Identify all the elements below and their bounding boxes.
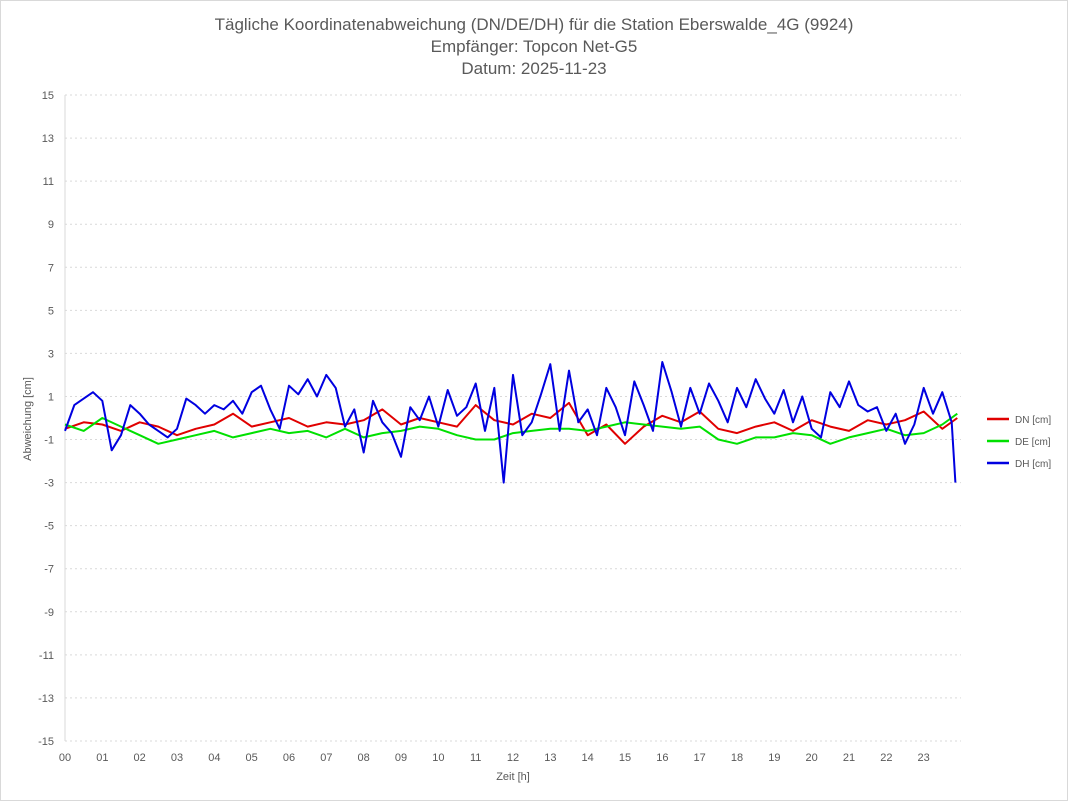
x-tick-label: 01 [96,752,108,764]
y-axis-ticks: 15 13 11 9 7 5 3 1 -1 -3 -5 -7 -9 -11 -13 -15 [38,90,54,748]
y-tick-label: -1 [44,435,54,447]
series-line-de [64,412,958,445]
legend-label-de: DE [cm] [1015,437,1051,448]
y-tick-label: -5 [44,521,54,533]
chart-subtitle-receiver: Empfänger: Topcon Net-G5 [431,37,638,56]
y-tick-label: -11 [39,650,54,662]
x-tick-label: 18 [731,752,743,764]
x-tick-label: 09 [395,752,407,764]
y-tick-label: 15 [42,90,54,102]
y-tick-label: -7 [44,564,54,576]
y-tick-label: -9 [44,607,54,619]
x-axis-ticks: 00 01 02 03 04 05 06 07 08 09 10 11 12 13 14 15 16 17 18 19… [59,752,930,764]
y-tick-label: 9 [48,219,54,231]
legend-label-dh: DH [cm] [1015,459,1051,470]
y-tick-label: 5 [48,305,54,317]
legend-label-dn: DN [cm] [1015,415,1051,426]
y-tick-label: 3 [48,348,54,360]
x-tick-label: 11 [470,752,481,764]
x-tick-label: 13 [544,752,556,764]
x-tick-label: 03 [171,752,183,764]
legend: DN [cm] DE [cm] DH [cm] [987,415,1051,470]
x-tick-label: 23 [918,752,930,764]
y-tick-label: -13 [38,693,54,705]
series-lines [64,361,958,484]
x-tick-label: 12 [507,752,519,764]
chart-subtitle-date: Datum: 2025-11-23 [461,59,606,78]
x-tick-label: 06 [283,752,295,764]
x-tick-label: 17 [694,752,706,764]
x-tick-label: 22 [880,752,892,764]
x-tick-label: 04 [208,752,220,764]
y-tick-label: 1 [48,391,54,403]
y-axis-label: Abweichung [cm] [22,377,34,461]
x-tick-label: 21 [843,752,855,764]
x-tick-label: 08 [358,752,370,764]
x-tick-label: 14 [582,752,594,764]
x-tick-label: 10 [432,752,444,764]
x-axis-label: Zeit [h] [496,771,530,783]
chart-title: Tägliche Koordinatenabweichung (DN/DE/DH… [215,15,854,34]
y-tick-label: 7 [48,262,54,274]
x-tick-label: 05 [246,752,258,764]
series-line-dh [64,361,957,484]
series-line-dn [64,401,958,445]
x-tick-label: 20 [806,752,818,764]
x-tick-label: 07 [320,752,332,764]
y-tick-label: 13 [42,133,54,145]
y-tick-label: -15 [38,736,54,748]
gridlines [64,94,961,742]
x-tick-label: 19 [768,752,780,764]
x-tick-label: 16 [656,752,668,764]
x-tick-label: 15 [619,752,631,764]
x-tick-label: 02 [134,752,146,764]
x-tick-label: 00 [59,752,71,764]
y-tick-label: -3 [44,478,54,490]
y-tick-label: 11 [43,176,54,188]
